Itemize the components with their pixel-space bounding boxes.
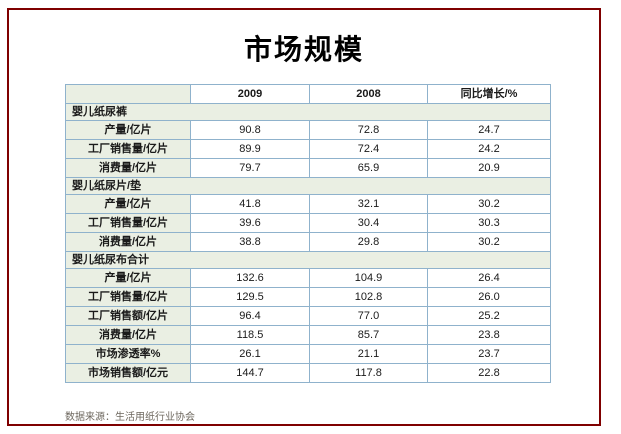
market-size-table: 2009 2008 同比增长/% 婴儿纸尿裤 产量/亿片 90.8 72.8 2… <box>65 84 551 383</box>
value-2009: 129.5 <box>190 287 310 307</box>
value-2008: 30.4 <box>309 213 428 233</box>
row-label: 消费量/亿片 <box>65 232 191 252</box>
value-growth: 24.2 <box>427 139 551 159</box>
table-row: 消费量/亿片 38.8 29.8 30.2 <box>65 232 551 252</box>
value-growth: 26.0 <box>427 287 551 307</box>
value-growth: 23.7 <box>427 344 551 364</box>
value-2009: 144.7 <box>190 363 310 383</box>
value-2009: 26.1 <box>190 344 310 364</box>
row-label: 产量/亿片 <box>65 194 191 214</box>
row-label: 工厂销售额/亿片 <box>65 306 191 326</box>
table-header-row: 2009 2008 同比增长/% <box>65 84 551 104</box>
row-label: 工厂销售量/亿片 <box>65 213 191 233</box>
table-row: 市场渗透率% 26.1 21.1 23.7 <box>65 344 551 364</box>
row-label: 产量/亿片 <box>65 120 191 140</box>
table-row: 工厂销售额/亿片 96.4 77.0 25.2 <box>65 306 551 326</box>
table-row: 产量/亿片 41.8 32.1 30.2 <box>65 194 551 214</box>
value-2009: 118.5 <box>190 325 310 345</box>
table-row: 工厂销售量/亿片 39.6 30.4 30.3 <box>65 213 551 233</box>
value-2008: 65.9 <box>309 158 428 178</box>
row-label: 工厂销售量/亿片 <box>65 139 191 159</box>
value-growth: 22.8 <box>427 363 551 383</box>
value-2009: 90.8 <box>190 120 310 140</box>
section-row: 婴儿纸尿布合计 <box>65 251 551 269</box>
value-2008: 85.7 <box>309 325 428 345</box>
slide-canvas: 市场规模 2009 2008 同比增长/% 婴儿纸尿裤 产量/亿片 90.8 7… <box>7 8 601 426</box>
section-row: 婴儿纸尿裤 <box>65 103 551 121</box>
value-2009: 96.4 <box>190 306 310 326</box>
row-label: 工厂销售量/亿片 <box>65 287 191 307</box>
value-2008: 72.8 <box>309 120 428 140</box>
value-2008: 29.8 <box>309 232 428 252</box>
table-row: 工厂销售量/亿片 129.5 102.8 26.0 <box>65 287 551 307</box>
value-growth: 26.4 <box>427 268 551 288</box>
value-growth: 30.2 <box>427 232 551 252</box>
value-growth: 20.9 <box>427 158 551 178</box>
value-2009: 132.6 <box>190 268 310 288</box>
row-label: 消费量/亿片 <box>65 325 191 345</box>
header-2009: 2009 <box>190 84 310 104</box>
value-2008: 32.1 <box>309 194 428 214</box>
value-growth: 24.7 <box>427 120 551 140</box>
row-label: 消费量/亿片 <box>65 158 191 178</box>
header-2008: 2008 <box>309 84 428 104</box>
page-title: 市场规模 <box>243 34 364 65</box>
value-2008: 104.9 <box>309 268 428 288</box>
table-row: 产量/亿片 90.8 72.8 24.7 <box>65 120 551 140</box>
section-label: 婴儿纸尿裤 <box>65 103 551 121</box>
section-row: 婴儿纸尿片/垫 <box>65 177 551 195</box>
value-growth: 25.2 <box>427 306 551 326</box>
value-2008: 117.8 <box>309 363 428 383</box>
table-row: 工厂销售量/亿片 89.9 72.4 24.2 <box>65 139 551 159</box>
value-growth: 30.3 <box>427 213 551 233</box>
row-label: 产量/亿片 <box>65 268 191 288</box>
table-row: 消费量/亿片 79.7 65.9 20.9 <box>65 158 551 178</box>
header-growth: 同比增长/% <box>427 84 551 104</box>
data-source-note: 数据来源：生活用纸行业协会 <box>65 412 195 423</box>
value-2008: 72.4 <box>309 139 428 159</box>
value-growth: 30.2 <box>427 194 551 214</box>
value-2008: 77.0 <box>309 306 428 326</box>
row-label: 市场渗透率% <box>65 344 191 364</box>
section-label: 婴儿纸尿片/垫 <box>65 177 551 195</box>
value-2009: 79.7 <box>190 158 310 178</box>
section-label: 婴儿纸尿布合计 <box>65 251 551 269</box>
value-2009: 89.9 <box>190 139 310 159</box>
table-row: 市场销售额/亿元 144.7 117.8 22.8 <box>65 363 551 383</box>
value-growth: 23.8 <box>427 325 551 345</box>
value-2009: 39.6 <box>190 213 310 233</box>
value-2009: 38.8 <box>190 232 310 252</box>
value-2008: 102.8 <box>309 287 428 307</box>
value-2009: 41.8 <box>190 194 310 214</box>
value-2008: 21.1 <box>309 344 428 364</box>
row-label: 市场销售额/亿元 <box>65 363 191 383</box>
table-row: 消费量/亿片 118.5 85.7 23.8 <box>65 325 551 345</box>
table-row: 产量/亿片 132.6 104.9 26.4 <box>65 268 551 288</box>
header-blank-cell <box>65 84 191 104</box>
